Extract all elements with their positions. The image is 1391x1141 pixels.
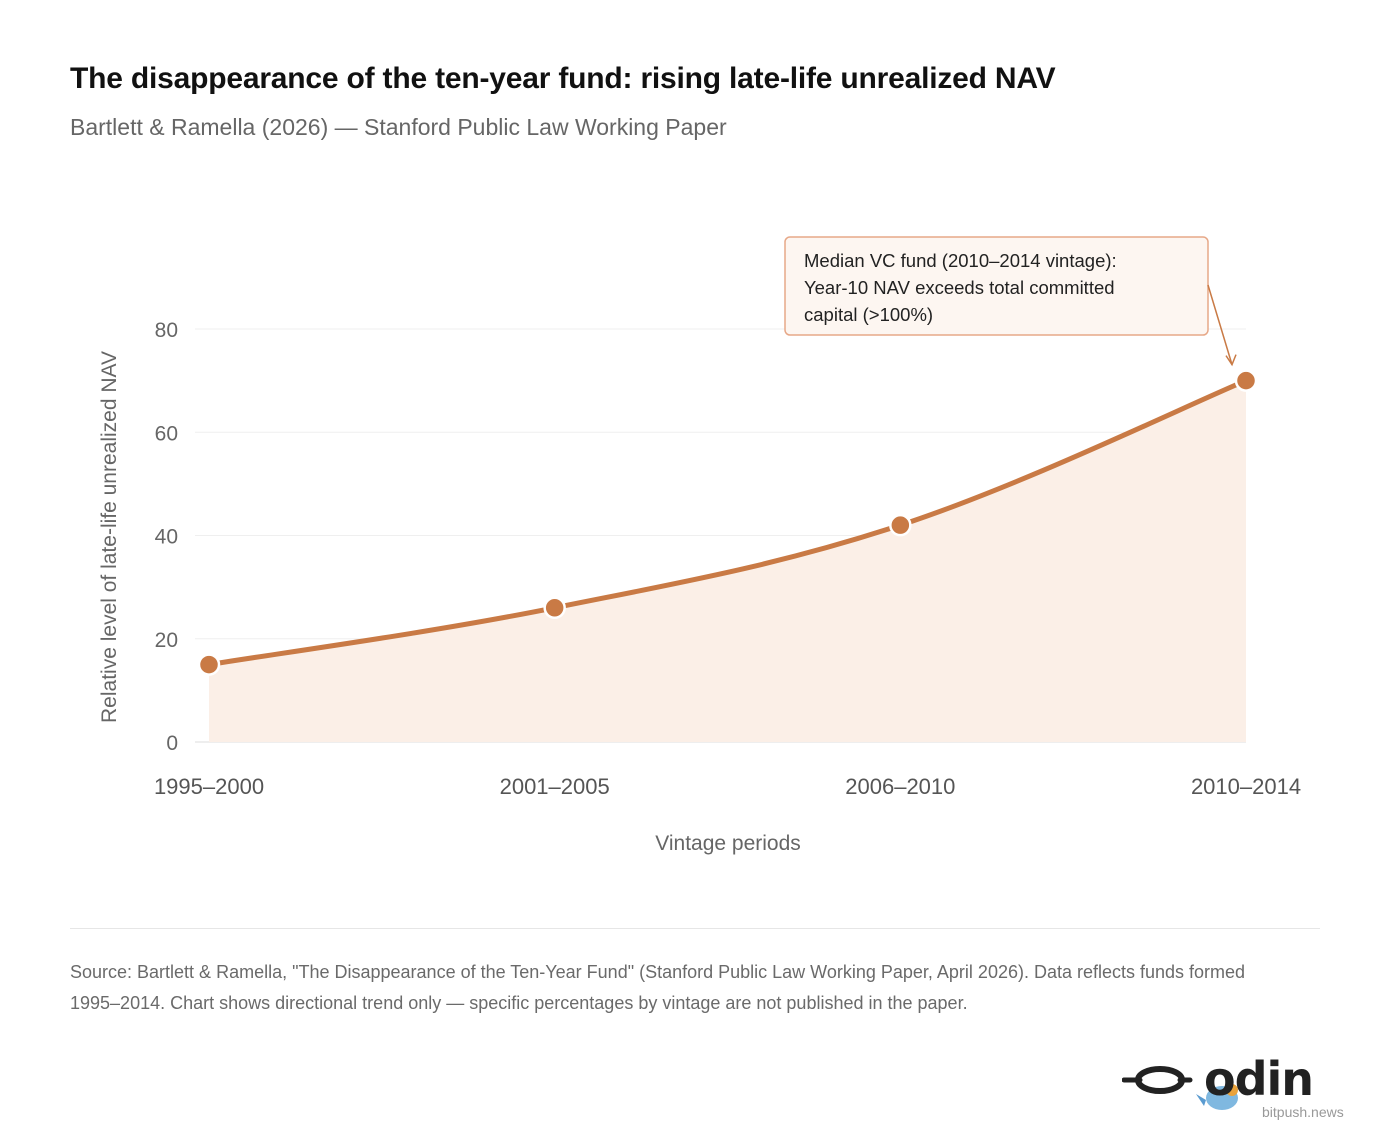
- y-tick-label: 40: [155, 526, 178, 549]
- annotation-text: Median VC fund (2010–2014 vintage):: [804, 250, 1117, 271]
- chart-subtitle: Bartlett & Ramella (2026) — Stanford Pub…: [70, 114, 727, 140]
- x-tick-label: 2006–2010: [845, 774, 955, 799]
- x-tick-label: 2010–2014: [1191, 774, 1301, 799]
- logo-text: odin: [1204, 1052, 1314, 1106]
- chart-title: The disappearance of the ten-year fund: …: [70, 62, 1056, 95]
- watermark-site: bitpush.news: [1262, 1104, 1344, 1120]
- x-tick-label: 2001–2005: [500, 774, 610, 799]
- data-point: [197, 653, 221, 676]
- series-line: [206, 378, 1249, 668]
- x-tick-label: 1995–2000: [154, 774, 264, 799]
- eye-logo-icon: [1122, 1066, 1193, 1094]
- bird-icon: [1196, 1084, 1238, 1110]
- annotation-arrowhead: [1225, 354, 1237, 367]
- annotation-text: Year-10 NAV exceeds total committed: [804, 277, 1115, 298]
- source-divider: [70, 928, 1320, 929]
- y-tick-label: 60: [155, 422, 178, 445]
- watermark-logo: odin bitpush.news: [1122, 1052, 1382, 1132]
- area-fill: [209, 380, 1246, 742]
- annotation-text: capital (>100%): [804, 304, 933, 325]
- x-axis-title: Vintage periods: [655, 832, 801, 855]
- annotation-arrow: [1207, 284, 1233, 365]
- chart-area: 0 20 40 60 80 1995–2000 2001–2005 2006–2010 2010…: [98, 236, 1301, 855]
- source-note: Source: Bartlett & Ramella, "The Disappe…: [70, 962, 1246, 1013]
- data-point: [1234, 369, 1258, 392]
- y-tick-label: 20: [155, 629, 178, 652]
- data-point: [543, 596, 566, 620]
- y-axis-title: Relative level of late-life unrealized N…: [98, 351, 121, 723]
- y-tick-label: 0: [166, 732, 178, 755]
- y-tick-label: 80: [155, 319, 178, 342]
- data-point: [889, 513, 912, 537]
